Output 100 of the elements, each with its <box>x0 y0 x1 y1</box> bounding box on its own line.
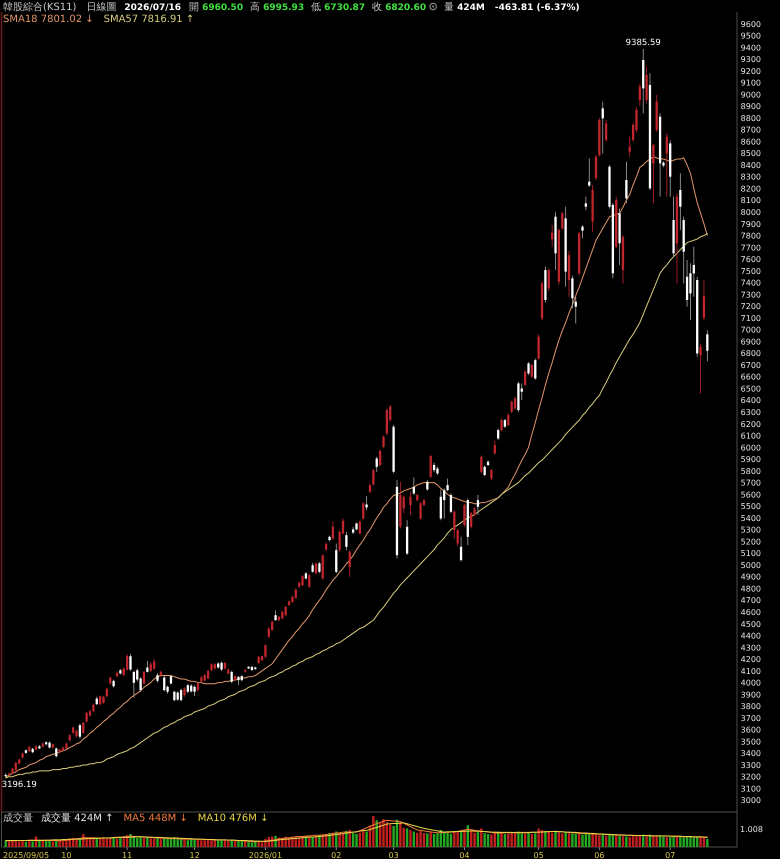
y-tick-label: 5000 <box>740 560 761 570</box>
candlestick <box>497 428 500 441</box>
annotation: 6730.87 <box>324 3 366 13</box>
y-tick-label: 9600 <box>740 20 761 29</box>
bar <box>642 834 644 847</box>
bar <box>376 820 378 847</box>
candlestick <box>82 722 84 734</box>
candlestick <box>440 489 442 521</box>
bar <box>96 838 98 847</box>
bar <box>180 838 182 847</box>
bar <box>412 832 416 847</box>
annotation: 低 <box>311 2 322 13</box>
candlestick <box>230 670 233 684</box>
bar <box>214 840 216 847</box>
bar <box>150 838 152 847</box>
bar <box>176 838 179 847</box>
candlestick <box>679 172 682 230</box>
bar <box>24 842 28 847</box>
bar <box>544 830 547 847</box>
bar <box>564 832 567 847</box>
bar <box>386 822 388 847</box>
y-tick-label: 4300 <box>740 643 761 652</box>
bar <box>186 840 190 847</box>
bar <box>507 834 510 847</box>
bar <box>406 828 408 847</box>
x-tick-label: 10 <box>61 851 72 859</box>
y-tick-label: 6200 <box>740 420 761 429</box>
bar <box>247 842 250 847</box>
bar <box>591 833 594 847</box>
bar <box>224 840 226 847</box>
bar <box>682 837 685 847</box>
candlestick <box>430 454 432 478</box>
y-tick-label: 5400 <box>740 514 761 523</box>
bar <box>645 835 648 847</box>
bar <box>430 832 432 847</box>
bar <box>658 836 662 847</box>
bar <box>220 840 223 847</box>
x-tick-label: 12 <box>189 851 200 859</box>
bar <box>517 832 520 847</box>
y-tick-label: 9200 <box>740 66 761 76</box>
y-tick-label: 9300 <box>740 55 761 64</box>
candlestick <box>588 158 590 188</box>
bar <box>699 836 702 847</box>
annotation: 6820.60 <box>385 3 426 13</box>
annotation: 高 <box>250 1 260 13</box>
bar <box>416 832 418 847</box>
bar <box>31 841 34 847</box>
y-tick-label: 6300 <box>740 408 761 417</box>
y-tick-label: 5800 <box>740 466 761 476</box>
annotation: 9385.59 <box>626 38 661 48</box>
bar <box>615 835 618 847</box>
candlestick <box>476 494 480 516</box>
bar <box>588 834 590 847</box>
bar <box>348 830 351 847</box>
y-tick-label: 8500 <box>740 149 761 158</box>
bar <box>146 837 149 847</box>
y-tick-label: 6500 <box>740 384 761 394</box>
bar <box>58 840 61 847</box>
y-tick-label: 9400 <box>740 43 761 52</box>
bar <box>656 836 658 847</box>
y-tick-label: 5300 <box>740 526 761 535</box>
candlestick <box>308 574 310 588</box>
bar <box>578 833 580 847</box>
bar <box>476 832 480 847</box>
bar <box>119 838 122 847</box>
bar <box>4 840 7 847</box>
bar <box>109 838 112 847</box>
candlestick <box>284 606 287 617</box>
y-tick-label: 5100 <box>740 549 761 558</box>
candlestick <box>666 132 668 198</box>
y-tick-label: 3300 <box>740 760 761 770</box>
bar <box>378 822 382 847</box>
candlestick <box>358 520 362 535</box>
bar <box>389 824 392 847</box>
y-tick-label: 5500 <box>740 502 761 512</box>
y-tick-label: 5200 <box>740 537 761 546</box>
y-tick-label: 8100 <box>740 196 761 206</box>
y-tick-label: 8800 <box>740 114 761 123</box>
bar <box>598 835 601 847</box>
bar <box>702 838 706 847</box>
bar <box>696 837 698 847</box>
series-label: MA5 448M ↓ <box>124 813 188 824</box>
candlestick <box>146 660 148 673</box>
bar <box>686 837 688 847</box>
bar <box>426 833 429 847</box>
bar <box>450 834 452 847</box>
y-tick-label: 4500 <box>740 620 761 629</box>
candlestick <box>132 670 136 698</box>
bar <box>672 836 675 847</box>
candlestick <box>494 440 496 455</box>
text: SMA57 7816.91 ↑ <box>104 14 194 25</box>
text: 2025/09/05 <box>3 851 50 859</box>
candlestick <box>294 588 297 600</box>
y-tick-label: 8900 <box>740 102 761 112</box>
candlestick <box>322 554 324 580</box>
y-tick-label: 6100 <box>740 432 761 441</box>
annotation: 收 <box>372 2 382 13</box>
candlestick <box>652 143 654 204</box>
candlestick <box>538 334 540 360</box>
bar <box>668 837 672 847</box>
